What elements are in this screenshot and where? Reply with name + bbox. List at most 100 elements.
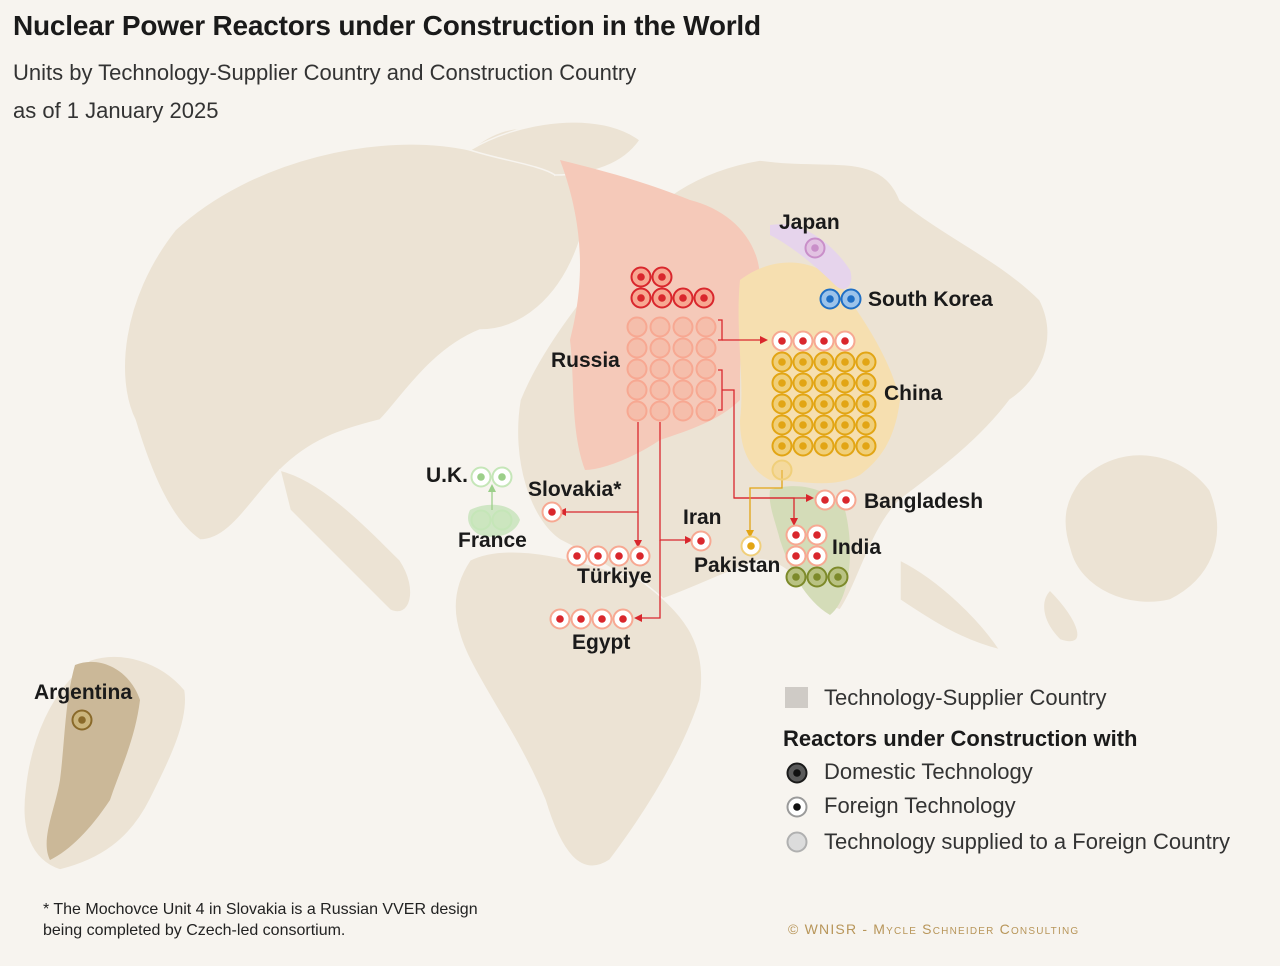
- legend-foreign-swatch: [786, 796, 808, 818]
- reactor-unit-t-rkiye-foreign-1: [566, 545, 588, 567]
- label-iran: Iran: [683, 506, 722, 529]
- map-subtitle: Units by Technology-Supplier Country and…: [13, 60, 637, 85]
- reactor-unit-egypt-foreign-2: [570, 608, 592, 630]
- reactor-supplied-russia-2: [649, 316, 671, 338]
- reactor-unit-china-domestic-7: [792, 372, 814, 394]
- reactor-units: [71, 237, 877, 731]
- footnote: * The Mochovce Unit 4 in Slovakia is a R…: [43, 901, 478, 939]
- reactor-unit-u-k-foreign-1: [470, 466, 492, 488]
- label-france: France: [458, 529, 527, 552]
- legend-supplied-swatch: [786, 831, 808, 853]
- reactor-supplied-russia-9: [626, 358, 648, 380]
- reactor-unit-slovakia-foreign-1: [541, 501, 563, 523]
- reactor-unit-india-foreign-2: [806, 524, 828, 546]
- reactor-unit-russia-domestic-2: [651, 266, 673, 288]
- reactor-unit-china-domestic-10: [855, 372, 877, 394]
- reactor-unit-china-domestic-18: [813, 414, 835, 436]
- reactor-unit-russia-domestic-5: [672, 287, 694, 309]
- label-uk: U.K.: [426, 464, 468, 487]
- reactor-unit-argentina-domestic-1: [71, 709, 93, 731]
- label-india: India: [832, 536, 882, 559]
- russia-area: [560, 160, 760, 470]
- reactor-unit-china-domestic-3: [813, 351, 835, 373]
- reactor-supplied-russia-20: [695, 400, 717, 422]
- reactor-unit-china-domestic-20: [855, 414, 877, 436]
- reactor-supplied-russia-18: [649, 400, 671, 422]
- reactor-unit-bangladesh-foreign-1: [814, 489, 836, 511]
- reactor-unit-south-korea-domestic-1: [819, 288, 841, 310]
- map-title: Nuclear Power Reactors under Constructio…: [13, 10, 761, 41]
- label-turkiye: Türkiye: [577, 565, 652, 588]
- reactor-supplied-russia-19: [672, 400, 694, 422]
- reactor-unit-china-domestic-16: [771, 414, 793, 436]
- reactor-supplied-russia-5: [626, 337, 648, 359]
- reactor-unit-u-k-foreign-2: [491, 466, 513, 488]
- reactor-unit-india-foreign-1: [785, 524, 807, 546]
- reactor-supplied-russia-16: [695, 379, 717, 401]
- reactor-unit-china-domestic-22: [792, 435, 814, 457]
- reactor-unit-russia-domestic-1: [630, 266, 652, 288]
- legend-supplier-label: Technology-Supplier Country: [824, 685, 1107, 710]
- reactor-unit-china-domestic-6: [771, 372, 793, 394]
- reactor-supplied-russia-4: [695, 316, 717, 338]
- reactor-supplied-russia-13: [626, 379, 648, 401]
- legend-foreign-label: Foreign Technology: [824, 793, 1016, 818]
- reactor-supplied-russia-3: [672, 316, 694, 338]
- label-slovakia: Slovakia*: [528, 478, 622, 501]
- reactor-unit-china-domestic-11: [771, 393, 793, 415]
- reactor-unit-china-domestic-1: [771, 351, 793, 373]
- legend-supplier-swatch: [785, 687, 808, 708]
- reactor-unit-t-rkiye-foreign-2: [587, 545, 609, 567]
- reactor-unit-bangladesh-foreign-2: [835, 489, 857, 511]
- reactor-unit-china-domestic-12: [792, 393, 814, 415]
- reactor-supplied-russia-6: [649, 337, 671, 359]
- legend-domestic-label: Domestic Technology: [824, 759, 1033, 784]
- reactor-supplied-russia-11: [672, 358, 694, 380]
- reactor-unit-iran-foreign-1: [690, 530, 712, 552]
- label-japan: Japan: [779, 211, 840, 234]
- label-argentina: Argentina: [34, 681, 133, 704]
- label-south-korea: South Korea: [868, 288, 993, 311]
- label-bangladesh: Bangladesh: [864, 490, 984, 513]
- reactor-unit-china-foreign-2: [792, 330, 814, 352]
- reactor-supplied-russia-1: [626, 316, 648, 338]
- reactor-unit-china-domestic-14: [834, 393, 856, 415]
- reactor-unit-china-domestic-9: [834, 372, 856, 394]
- reactor-unit-egypt-foreign-1: [549, 608, 571, 630]
- reactor-supplied-russia-17: [626, 400, 648, 422]
- reactor-supplied-france-1: [470, 509, 492, 531]
- reactor-unit-india-domestic-3: [827, 566, 849, 588]
- reactor-supplied-russia-10: [649, 358, 671, 380]
- reactor-unit-russia-domestic-3: [630, 287, 652, 309]
- reactor-supplied-russia-7: [672, 337, 694, 359]
- reactor-unit-japan-domestic-1: [804, 237, 826, 259]
- reactor-unit-china-foreign-3: [813, 330, 835, 352]
- legend-domestic-swatch: [786, 762, 808, 784]
- reactor-unit-china-foreign-1: [771, 330, 793, 352]
- reactor-supplied-russia-15: [672, 379, 694, 401]
- reactor-unit-india-domestic-2: [806, 566, 828, 588]
- label-egypt: Egypt: [572, 631, 631, 654]
- legend-heading: Reactors under Construction with: [783, 726, 1138, 751]
- reactor-unit-china-domestic-4: [834, 351, 856, 373]
- label-china: China: [884, 382, 943, 405]
- reactor-unit-t-rkiye-foreign-3: [608, 545, 630, 567]
- label-pakistan: Pakistan: [694, 554, 781, 577]
- reactor-supplied-russia-8: [695, 337, 717, 359]
- reactor-unit-china-domestic-21: [771, 435, 793, 457]
- map-date: as of 1 January 2025: [13, 98, 219, 123]
- reactor-unit-china-domestic-23: [813, 435, 835, 457]
- reactor-unit-china-domestic-5: [855, 351, 877, 373]
- reactor-unit-south-korea-domestic-2: [840, 288, 862, 310]
- label-russia: Russia: [551, 349, 620, 372]
- reactor-unit-china-domestic-8: [813, 372, 835, 394]
- reactor-unit-china-domestic-15: [855, 393, 877, 415]
- reactor-supplied-russia-14: [649, 379, 671, 401]
- reactor-supplied-france-2: [491, 509, 513, 531]
- reactor-unit-india-foreign-4: [806, 545, 828, 567]
- reactor-unit-russia-domestic-4: [651, 287, 673, 309]
- reactor-unit-china-domestic-13: [813, 393, 835, 415]
- reactor-supplied-russia-12: [695, 358, 717, 380]
- reactor-unit-russia-domestic-6: [693, 287, 715, 309]
